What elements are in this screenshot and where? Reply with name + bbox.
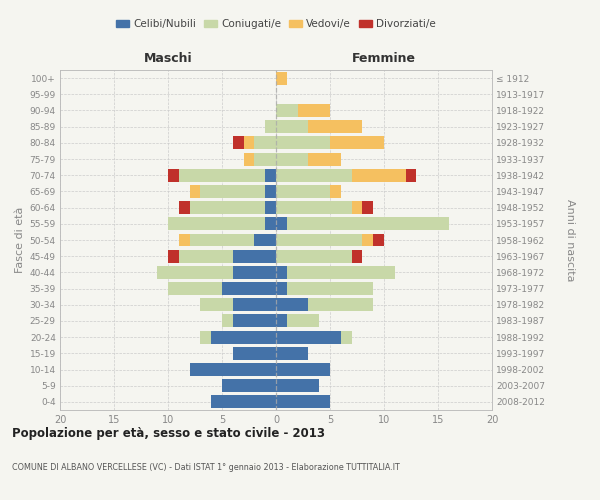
Y-axis label: Anni di nascita: Anni di nascita	[565, 198, 575, 281]
Text: Maschi: Maschi	[143, 52, 193, 65]
Bar	[308, 152, 341, 166]
Bar	[276, 379, 319, 392]
Bar	[287, 282, 373, 295]
Bar	[233, 266, 276, 279]
Bar	[265, 185, 276, 198]
Bar	[168, 250, 179, 262]
Bar	[276, 201, 352, 214]
Bar	[276, 72, 287, 85]
Bar	[190, 234, 254, 246]
Text: Popolazione per età, sesso e stato civile - 2013: Popolazione per età, sesso e stato civil…	[12, 428, 325, 440]
Bar	[254, 136, 276, 149]
Bar	[244, 152, 254, 166]
Bar	[233, 250, 276, 262]
Legend: Celibi/Nubili, Coniugati/e, Vedovi/e, Divorziati/e: Celibi/Nubili, Coniugati/e, Vedovi/e, Di…	[112, 15, 440, 34]
Text: Femmine: Femmine	[352, 52, 416, 65]
Bar	[179, 250, 233, 262]
Bar	[308, 298, 373, 311]
Bar	[308, 120, 362, 133]
Bar	[200, 185, 265, 198]
Bar	[233, 347, 276, 360]
Bar	[265, 218, 276, 230]
Bar	[222, 314, 233, 328]
Bar	[362, 234, 373, 246]
Bar	[298, 104, 330, 117]
Bar	[330, 136, 384, 149]
Bar	[352, 201, 362, 214]
Bar	[233, 136, 244, 149]
Bar	[211, 330, 276, 344]
Bar	[276, 298, 308, 311]
Bar	[362, 201, 373, 214]
Bar	[179, 234, 190, 246]
Bar	[276, 152, 308, 166]
Bar	[276, 234, 362, 246]
Bar	[352, 169, 406, 181]
Bar	[222, 282, 276, 295]
Bar	[287, 266, 395, 279]
Bar	[190, 185, 200, 198]
Bar	[276, 282, 287, 295]
Bar	[222, 379, 276, 392]
Bar	[276, 104, 298, 117]
Bar	[276, 266, 287, 279]
Bar	[190, 363, 276, 376]
Bar	[211, 396, 276, 408]
Bar	[276, 363, 330, 376]
Bar	[352, 250, 362, 262]
Bar	[254, 152, 276, 166]
Text: COMUNE DI ALBANO VERCELLESE (VC) - Dati ISTAT 1° gennaio 2013 - Elaborazione TUT: COMUNE DI ALBANO VERCELLESE (VC) - Dati …	[12, 462, 400, 471]
Bar	[287, 314, 319, 328]
Bar	[233, 314, 276, 328]
Bar	[276, 250, 352, 262]
Bar	[276, 169, 352, 181]
Bar	[373, 234, 384, 246]
Bar	[244, 136, 254, 149]
Bar	[406, 169, 416, 181]
Bar	[276, 396, 330, 408]
Bar	[168, 218, 265, 230]
Bar	[265, 201, 276, 214]
Bar	[276, 347, 308, 360]
Bar	[276, 120, 308, 133]
Bar	[168, 169, 179, 181]
Bar	[276, 218, 287, 230]
Bar	[190, 201, 265, 214]
Bar	[168, 282, 222, 295]
Bar	[265, 169, 276, 181]
Bar	[157, 266, 233, 279]
Y-axis label: Fasce di età: Fasce di età	[16, 207, 25, 273]
Bar	[330, 185, 341, 198]
Bar	[341, 330, 352, 344]
Bar	[265, 120, 276, 133]
Bar	[276, 314, 287, 328]
Bar	[276, 185, 330, 198]
Bar	[276, 330, 341, 344]
Bar	[200, 330, 211, 344]
Bar	[287, 218, 449, 230]
Bar	[233, 298, 276, 311]
Bar	[179, 201, 190, 214]
Bar	[179, 169, 265, 181]
Bar	[276, 136, 330, 149]
Bar	[254, 234, 276, 246]
Bar	[200, 298, 233, 311]
